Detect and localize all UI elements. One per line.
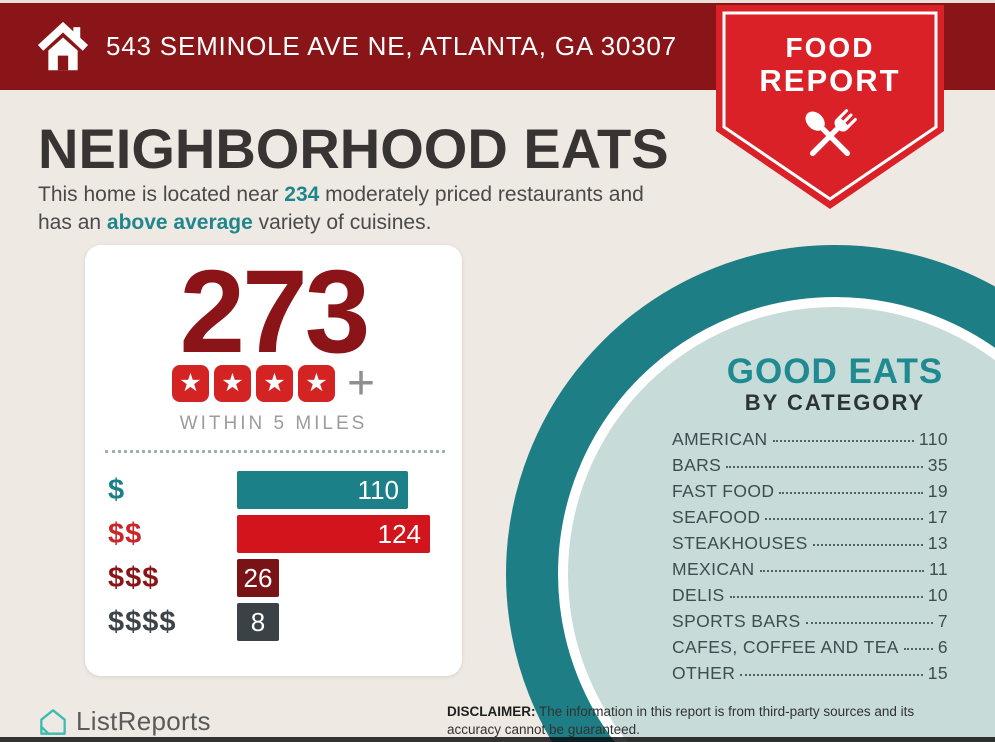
good-eats-subtitle: BY CATEGORY — [744, 390, 926, 415]
price-bar: 110 — [237, 471, 408, 509]
dotted-divider — [105, 450, 445, 453]
category-row: SPORTS BARS 7 — [672, 611, 948, 637]
price-bar-row: $ 110 — [85, 471, 462, 509]
dotted-leader — [759, 570, 925, 572]
category-label: FAST FOOD — [672, 481, 775, 501]
category-row: CAFES, COFFEE AND TEA 6 — [672, 637, 948, 663]
dotted-leader — [726, 466, 923, 468]
disclaimer-text: DISCLAIMER: The information in this repo… — [447, 704, 915, 737]
category-value: 15 — [927, 663, 948, 683]
category-value: 110 — [918, 429, 948, 449]
good-eats-title: GOOD EATS — [726, 352, 944, 391]
intro-line2: has an above average variety of cuisines… — [38, 211, 432, 234]
dotted-leader — [812, 544, 923, 546]
price-level-label: $ — [108, 473, 126, 506]
category-label: SEAFOOD — [672, 507, 761, 527]
above-average-highlight: above average — [106, 211, 253, 234]
dotted-leader — [765, 518, 923, 520]
page-title: NEIGHBORHOOD EATS — [38, 117, 669, 180]
bottom-edge-bar — [0, 737, 995, 742]
dotted-leader — [729, 596, 923, 598]
star-icon: ★ — [213, 365, 251, 402]
property-address: 543 SEMINOLE AVE NE, ATLANTA, GA 30307 — [106, 31, 677, 61]
category-list: AMERICAN 110 BARS 35 FAST FOOD 19 SEAFOO… — [672, 429, 948, 689]
category-row: OTHER 15 — [672, 663, 948, 689]
category-label: SPORTS BARS — [672, 611, 801, 631]
category-label: AMERICAN — [672, 429, 768, 449]
category-value: 10 — [927, 585, 948, 605]
listreports-wordmark: ListReports — [76, 706, 211, 736]
restaurant-count-inline: 234 — [284, 183, 320, 206]
category-value: 13 — [927, 533, 948, 553]
category-label: BARS — [672, 455, 722, 475]
dotted-leader — [805, 622, 933, 624]
category-value: 19 — [927, 481, 948, 501]
dotted-leader — [772, 440, 914, 442]
price-bar-row: $$$$ 8 — [85, 603, 462, 641]
star-icon: ★ — [171, 365, 209, 402]
home-icon — [37, 21, 89, 70]
dotted-leader — [779, 492, 923, 494]
category-row: MEXICAN 11 — [672, 559, 948, 585]
price-bar: 26 — [237, 559, 279, 597]
category-label: STEAKHOUSES — [672, 533, 808, 553]
category-value: 11 — [929, 559, 948, 579]
category-value: 35 — [927, 455, 948, 475]
intro-text: This home is located near 234 moderately… — [38, 181, 644, 237]
price-bars: $ 110 $$ 124 $$$ 26 $$$$ 8 — [85, 471, 462, 647]
price-level-label: $$$ — [108, 561, 160, 594]
rating-stars-row: ★ ★ ★ ★ + — [85, 356, 462, 410]
price-bar-row: $$$ 26 — [85, 559, 462, 597]
restaurant-total-count: 273 — [179, 246, 371, 378]
category-label: OTHER — [672, 663, 736, 683]
intro-line1: This home is located near 234 moderately… — [38, 183, 644, 206]
listreports-logo-icon — [40, 708, 66, 735]
ribbon-banner-shape — [716, 5, 944, 209]
price-bar: 124 — [237, 515, 430, 553]
price-bar: 8 — [237, 603, 279, 641]
restaurant-stats-card: 273 ★ ★ ★ ★ + WITHIN 5 MILES $ 110 $$ 124 $$… — [85, 245, 462, 676]
category-row: AMERICAN 110 — [672, 429, 948, 455]
ribbon-title-line1: FOOD — [785, 32, 875, 63]
category-value: 7 — [937, 611, 948, 631]
category-label: CAFES, COFFEE AND TEA — [672, 637, 899, 657]
category-row: DELIS 10 — [672, 585, 948, 611]
category-row: FAST FOOD 19 — [672, 481, 948, 507]
category-label: MEXICAN — [672, 559, 755, 579]
category-value: 17 — [927, 507, 948, 527]
food-report-ribbon: FOOD REPORT — [716, 5, 944, 212]
category-row: BARS 35 — [672, 455, 948, 481]
category-value: 6 — [937, 637, 948, 657]
star-icon: ★ — [255, 365, 293, 402]
plus-sign: + — [346, 356, 376, 410]
listreports-brand: ListReports — [38, 706, 211, 737]
price-bar-row: $$ 124 — [85, 515, 462, 553]
crossed-utensils-icon — [805, 109, 857, 157]
price-level-label: $$$$ — [108, 605, 177, 638]
radius-label: WITHIN 5 MILES — [179, 413, 368, 434]
dotted-leader — [740, 674, 923, 676]
category-row: STEAKHOUSES 13 — [672, 533, 948, 559]
ribbon-title-line2: REPORT — [759, 63, 901, 98]
category-row: SEAFOOD 17 — [672, 507, 948, 533]
category-label: DELIS — [672, 585, 725, 605]
price-level-label: $$ — [108, 517, 143, 550]
star-icon: ★ — [297, 365, 335, 402]
dotted-leader — [903, 648, 933, 650]
